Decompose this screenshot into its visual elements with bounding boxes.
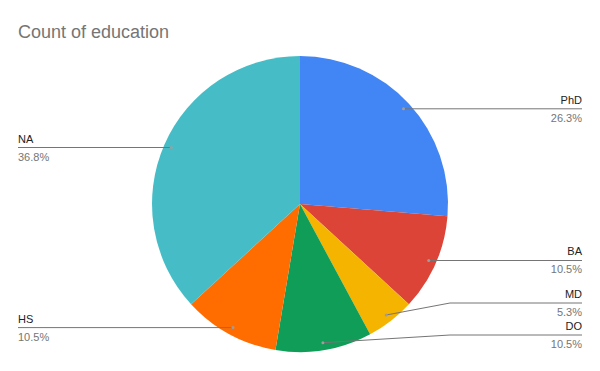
slices: [152, 56, 448, 352]
value-label: 10.5%: [551, 263, 582, 275]
leader-dot: [170, 146, 173, 149]
slice-label: BA: [567, 245, 582, 257]
leader-dot: [402, 107, 405, 110]
leader-line: [18, 147, 171, 148]
slice-label: NA: [18, 133, 34, 145]
leader-line: [323, 335, 582, 343]
leader-dot: [385, 314, 388, 317]
leader-dot: [232, 326, 235, 329]
value-label: 5.3%: [557, 306, 582, 318]
value-label: 10.5%: [551, 338, 582, 350]
leader-line: [404, 108, 583, 109]
chart: Count of education PhD 26.3% BA 10.5% MD 5.3% D…: [0, 0, 600, 371]
leader-line: [18, 327, 233, 328]
background: [0, 0, 600, 371]
value-label: 10.5%: [18, 331, 49, 343]
value-label: 26.3%: [551, 112, 582, 124]
slice-label: MD: [565, 288, 582, 300]
slice-label: HS: [18, 313, 33, 325]
leader-line: [386, 303, 582, 315]
value-label: 36.8%: [18, 151, 49, 163]
slice: [152, 56, 300, 304]
leader-dot: [321, 341, 324, 344]
slice-label: PhD: [561, 94, 582, 106]
slice-label: DO: [566, 320, 583, 332]
slice: [300, 56, 448, 216]
title: Count of education: [18, 22, 169, 42]
leader-dot: [427, 259, 430, 262]
labels: PhD 26.3% BA 10.5% MD 5.3% DO 10.5% HS 10.5% NA 36.…: [18, 94, 583, 350]
leader-line: [429, 260, 582, 261]
